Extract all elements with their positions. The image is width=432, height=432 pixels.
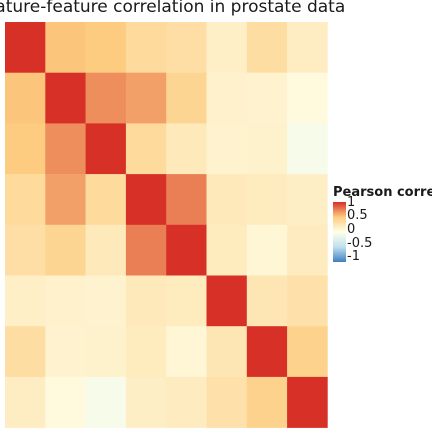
heatmap-cell-5-1 (45, 275, 86, 327)
legend-tick-neg1: -1 (347, 249, 360, 264)
heatmap-cell-2-0 (5, 123, 46, 175)
heatmap-cell-4-7 (287, 224, 328, 276)
heatmap-cell-1-7 (287, 72, 328, 124)
heatmap-cell-0-2 (85, 22, 127, 73)
heatmap-cell-0-1 (45, 22, 86, 73)
heatmap-cell-5-3 (125, 275, 167, 327)
heatmap-cell-0-7 (287, 22, 328, 73)
heatmap-cell-7-5 (206, 376, 248, 428)
legend-title: Pearson correlation (333, 185, 432, 200)
heatmap-cell-0-5 (206, 22, 248, 73)
heatmap-cell-3-0 (5, 174, 46, 226)
heatmap-cell-1-4 (166, 72, 207, 124)
heatmap-cell-3-1 (45, 174, 86, 226)
legend-tick-1: 1 (347, 195, 356, 210)
heatmap-cell-5-2 (85, 275, 127, 327)
heatmap-cell-3-2 (85, 174, 127, 226)
heatmap-cell-5-4 (166, 275, 207, 327)
heatmap-cell-6-7 (287, 326, 328, 378)
heatmap-cell-1-6 (246, 72, 288, 124)
heatmap-cell-6-5 (206, 326, 248, 378)
heatmap-cell-2-1 (45, 123, 86, 175)
heatmap-cell-2-5 (206, 123, 248, 175)
heatmap-cell-0-3 (125, 22, 167, 73)
legend-colorbar (333, 202, 346, 262)
heatmap-cell-3-3 (125, 174, 167, 226)
heatmap-cell-4-0 (5, 224, 46, 276)
heatmap-cell-6-3 (125, 326, 167, 378)
heatmap-cell-6-0 (5, 326, 46, 378)
heatmap-cell-0-0 (5, 22, 46, 73)
heatmap-cell-1-3 (125, 72, 167, 124)
heatmap-cell-4-3 (125, 224, 167, 276)
heatmap-cell-3-7 (287, 174, 328, 226)
legend-tick-0: 0 (347, 222, 356, 237)
heatmap-cell-2-7 (287, 123, 328, 175)
heatmap-cell-5-0 (5, 275, 46, 327)
heatmap-cell-7-4 (166, 376, 207, 428)
heatmap-cell-5-5 (206, 275, 248, 327)
heatmap-cell-3-4 (166, 174, 207, 226)
heatmap-cell-6-1 (45, 326, 86, 378)
heatmap-cell-1-2 (85, 72, 127, 124)
heatmap-cell-0-4 (166, 22, 207, 73)
heatmap-cell-1-5 (206, 72, 248, 124)
heatmap-cell-7-1 (45, 376, 86, 428)
heatmap-cell-6-4 (166, 326, 207, 378)
heatmap-cell-4-1 (45, 224, 86, 276)
heatmap-cell-5-6 (246, 275, 288, 327)
heatmap-cell-1-0 (5, 72, 46, 124)
heatmap-cell-2-6 (246, 123, 288, 175)
heatmap-cell-7-7 (287, 376, 328, 428)
legend-tick-neg0.5: -0.5 (347, 236, 373, 251)
chart-title: Feature-feature correlation in prostate … (0, 0, 346, 17)
heatmap-cell-2-4 (166, 123, 207, 175)
heatmap-cell-6-6 (246, 326, 288, 378)
heatmap-cell-4-4 (166, 224, 207, 276)
heatmap-cell-6-2 (85, 326, 127, 378)
heatmap-cell-5-7 (287, 275, 328, 327)
heatmap-cell-7-6 (246, 376, 288, 428)
heatmap-cell-7-3 (125, 376, 167, 428)
heatmap-cell-2-2 (85, 123, 127, 175)
heatmap-cell-1-1 (45, 72, 86, 124)
heatmap-cell-7-2 (85, 376, 127, 428)
heatmap-cell-2-3 (125, 123, 167, 175)
heatmap-cell-4-5 (206, 224, 248, 276)
heatmap-cell-0-6 (246, 22, 288, 73)
color-legend: Pearson correlation 1 0.5 0 -0.5 -1 (333, 185, 432, 265)
heatmap-cell-7-0 (5, 376, 46, 428)
legend-tick-0.5: 0.5 (347, 208, 368, 223)
heatmap-cell-4-2 (85, 224, 127, 276)
heatmap-cell-4-6 (246, 224, 288, 276)
heatmap-cell-3-5 (206, 174, 248, 226)
heatmap-cell-3-6 (246, 174, 288, 226)
